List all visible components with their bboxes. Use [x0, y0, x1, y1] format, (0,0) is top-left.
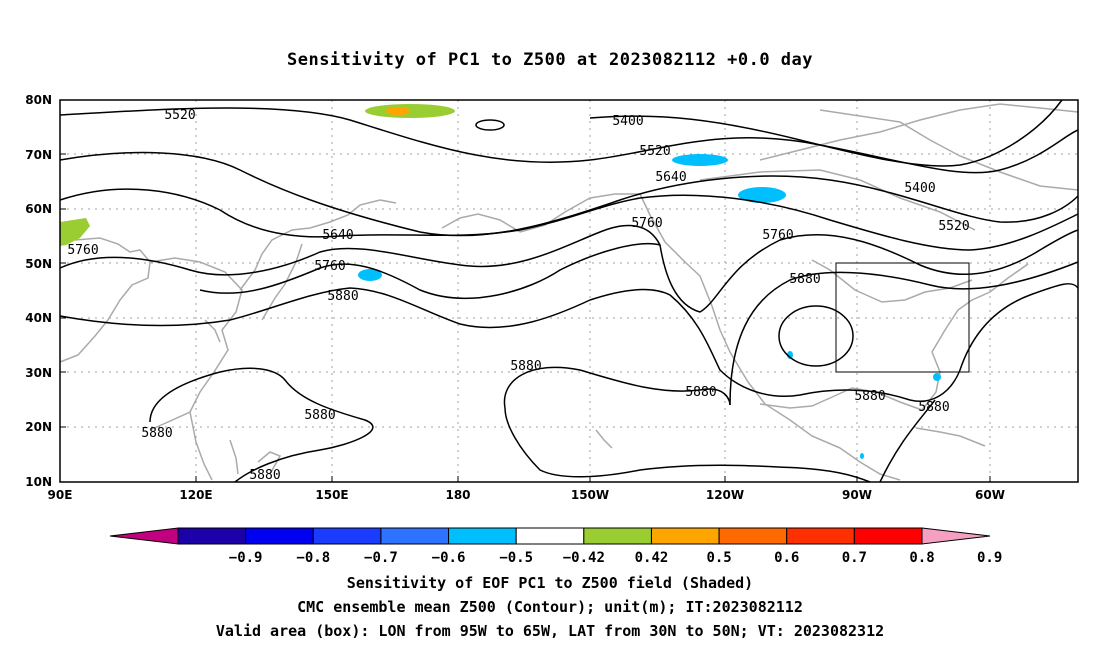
contour-label: 5760	[314, 259, 345, 274]
contour-label: 5880	[304, 408, 335, 423]
colorbar: −0.9 −0.8 −0.7 −0.6 −0.5 −0.42 0.42 0.5 0.6 0.7 0.…	[109, 527, 1002, 566]
colorbar-swatch	[448, 527, 517, 545]
negative-shade	[933, 373, 941, 381]
colorbar-label: 0.5	[706, 550, 731, 566]
lat-label: 40N	[25, 311, 52, 325]
negative-shade	[672, 154, 728, 166]
colorbar-swatch	[245, 527, 314, 545]
contour-label: 5760	[762, 228, 793, 243]
lat-label: 60N	[25, 202, 52, 216]
colorbar-swatch	[650, 527, 720, 545]
lon-label: 180	[445, 488, 470, 502]
colorbar-swatch	[583, 527, 652, 545]
colorbar-swatch	[853, 527, 923, 545]
contour-label: 5640	[655, 170, 686, 185]
caption-line-2: CMC ensemble mean Z500 (Contour); unit(m…	[297, 598, 803, 616]
contour-labels: 5520 5400 5520 5640 5400 5520 5760 5640 …	[67, 108, 969, 483]
contour-label: 5880	[918, 400, 949, 415]
lon-label: 90W	[842, 488, 872, 502]
contour-label: 5400	[904, 181, 935, 196]
lat-label: 30N	[25, 366, 52, 380]
positive-shade-west	[60, 218, 90, 246]
contour-label: 5520	[639, 144, 670, 159]
latitude-labels: 80N 70N 60N 50N 40N 30N 20N 10N	[25, 93, 52, 489]
contour-label: 5520	[938, 219, 969, 234]
contour-label: 5520	[164, 108, 195, 123]
lat-label: 50N	[25, 257, 52, 271]
colorbar-swatch	[312, 527, 382, 545]
lat-label: 20N	[25, 420, 52, 434]
colorbar-label: −0.8	[296, 550, 330, 566]
colorbar-label: −0.42	[563, 550, 605, 566]
valid-area-box	[835, 262, 970, 373]
colorbar-label: 0.9	[977, 550, 1002, 566]
gridlines	[60, 100, 1078, 482]
colorbar-label: −0.6	[432, 550, 466, 566]
contour-label: 5880	[510, 359, 541, 374]
lon-label: 150E	[315, 488, 348, 502]
contour-label: 5880	[789, 272, 820, 287]
sensitivity-shading	[60, 104, 941, 459]
contour-label: 5640	[322, 228, 353, 243]
colorbar-swatch	[109, 527, 179, 545]
colorbar-swatch	[380, 527, 450, 545]
caption-line-3: Valid area (box): LON from 95W to 65W, L…	[215, 622, 885, 640]
lon-label: 120E	[179, 488, 212, 502]
coastlines	[59, 103, 1079, 481]
z500-contours	[59, 99, 1079, 483]
negative-shade	[358, 269, 382, 281]
contour-label: 5400	[612, 114, 643, 129]
map-frame	[59, 99, 1079, 483]
contour-label: 5760	[631, 216, 662, 231]
colorbar-label: 0.6	[774, 550, 799, 566]
positive-strong-shade	[386, 107, 410, 115]
lon-label: 60W	[975, 488, 1005, 502]
lon-label: 120W	[706, 488, 744, 502]
colorbar-label: 0.8	[909, 550, 934, 566]
contour-label: 5880	[685, 385, 716, 400]
negative-shade	[860, 453, 864, 459]
contour-label: 5760	[67, 243, 98, 258]
longitude-labels: 90E 120E 150E 180 150W 120W 90W 60W	[48, 488, 1005, 502]
contour-label: 5880	[327, 289, 358, 304]
negative-shade	[738, 187, 786, 203]
colorbar-label: −0.9	[229, 550, 263, 566]
caption-line-1: Sensitivity of EOF PC1 to Z500 field (Sh…	[346, 574, 754, 592]
contour-label: 5880	[854, 389, 885, 404]
colorbar-label: 0.7	[842, 550, 867, 566]
colorbar-swatch	[786, 527, 855, 545]
colorbar-label: −0.7	[364, 550, 398, 566]
colorbar-label: 0.42	[635, 550, 669, 566]
contour-label: 5880	[141, 426, 172, 441]
colorbar-swatch	[921, 527, 991, 545]
contour-label: 5880	[249, 468, 280, 483]
colorbar-label: −0.5	[499, 550, 533, 566]
lon-label: 90E	[48, 488, 73, 502]
map-title: Sensitivity of PC1 to Z500 at 2023082112…	[286, 50, 813, 70]
lon-label: 150W	[571, 488, 609, 502]
lat-label: 10N	[25, 475, 52, 489]
colorbar-swatch	[515, 527, 585, 545]
colorbar-swatch	[718, 527, 788, 545]
lat-label: 80N	[25, 93, 52, 107]
lat-label: 70N	[25, 148, 52, 162]
tick-marks	[60, 153, 991, 482]
colorbar-swatch	[177, 527, 247, 545]
